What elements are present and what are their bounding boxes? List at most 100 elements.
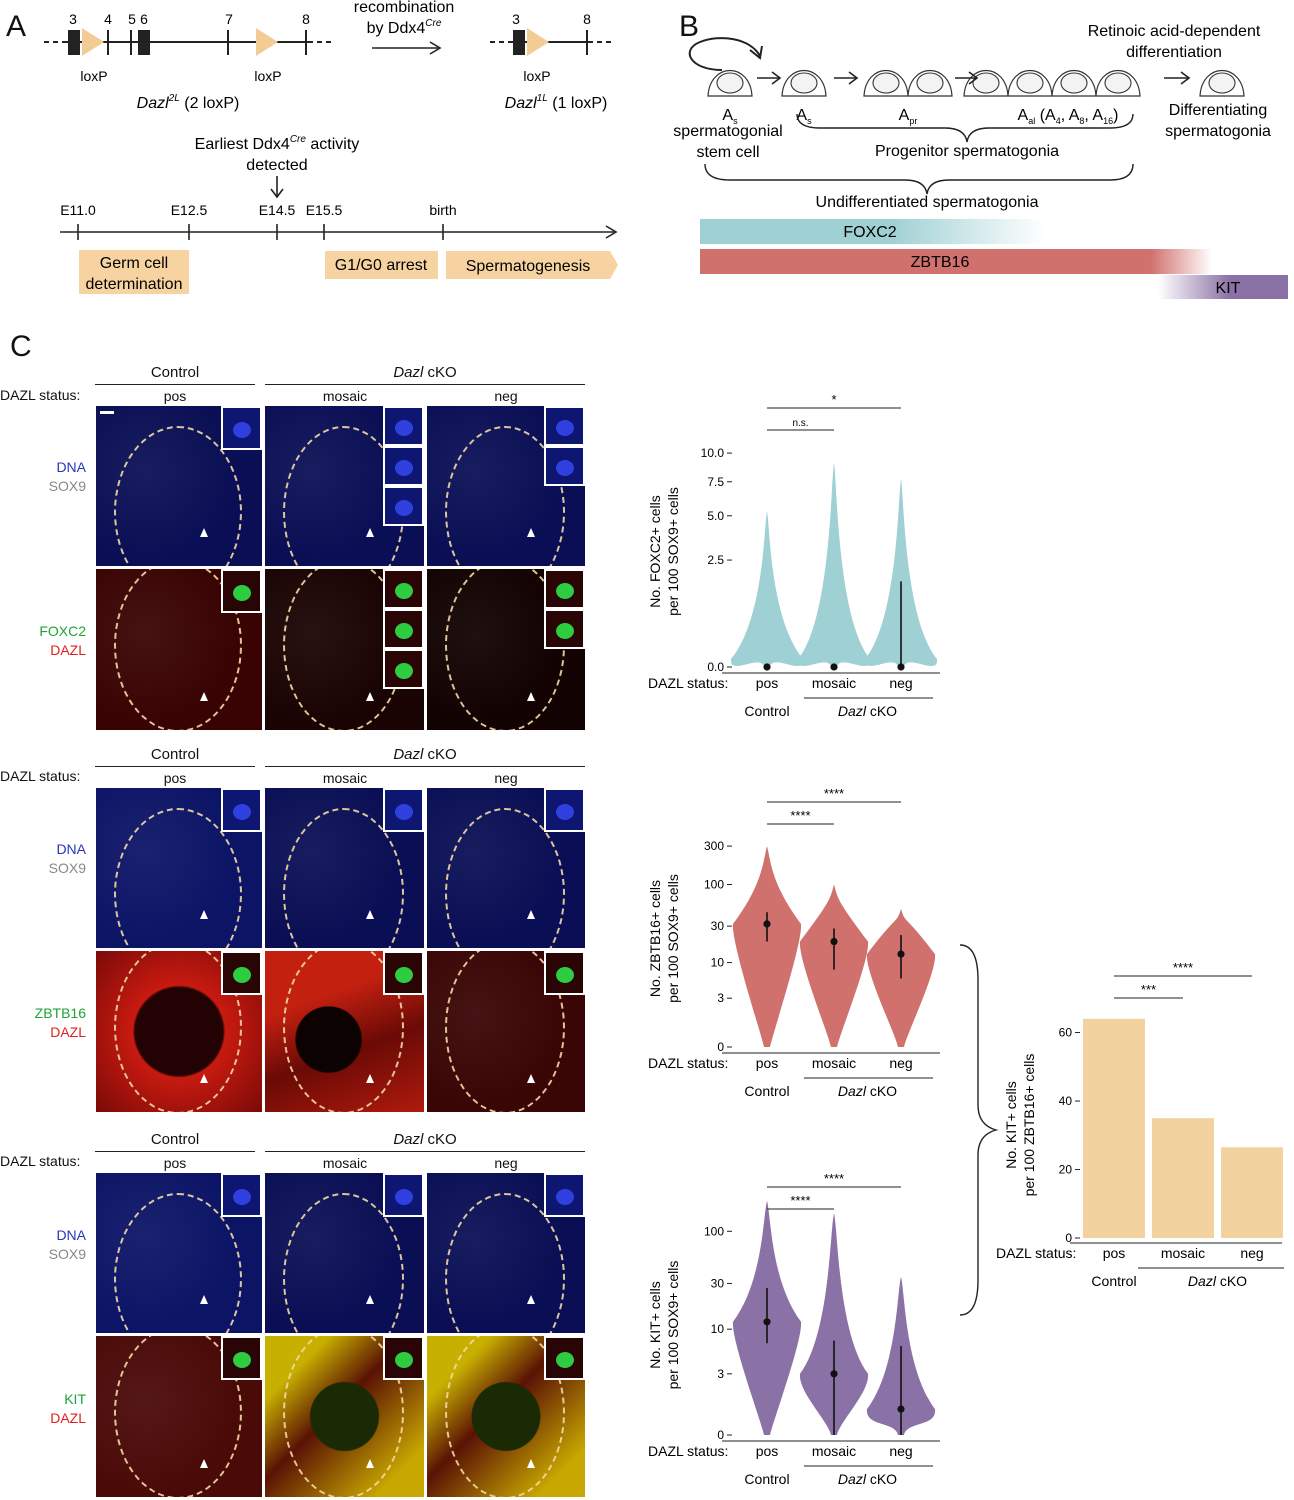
- exon-number: 4: [104, 11, 112, 27]
- tubule-outline: [283, 951, 404, 1112]
- group-label: Control: [744, 1471, 789, 1487]
- status-label: DAZL status:: [0, 768, 81, 784]
- box-germ-label: Germ cell: [100, 255, 168, 272]
- tubule-outline: [445, 426, 565, 566]
- y-axis-label: No. KIT+ cells: [1003, 1081, 1019, 1169]
- zoom-inset: [383, 406, 424, 446]
- status-mosaic: mosaic: [322, 1155, 368, 1171]
- y-tick-label: 0: [1065, 1231, 1072, 1245]
- zoom-inset: [544, 406, 585, 446]
- significance-label: ****: [824, 1171, 844, 1186]
- tubule-outline: [445, 1336, 565, 1497]
- cko-header: Dazl cKO: [393, 746, 457, 763]
- arrowhead-marker: [527, 692, 535, 701]
- status-axis-label: DAZL status:: [648, 675, 728, 691]
- tubule-outline: [445, 808, 565, 948]
- panel-letter-a: A: [6, 10, 27, 43]
- foxc2-violin-chart: 0.0 2.5 5.0 7.5 10.0 No. FOXC2+ cells per 100 …: [647, 392, 940, 719]
- dna-sox9-image: [426, 787, 586, 949]
- inset-nucleus: [233, 422, 251, 438]
- y-tick-label: 60: [1059, 1026, 1073, 1040]
- y-tick-label: 7.5: [707, 475, 724, 489]
- zoom-inset: [383, 788, 424, 832]
- zbtb16-bar-label: ZBTB16: [911, 254, 970, 271]
- significance-label: ****: [1173, 960, 1193, 975]
- cell-nucleus: [790, 72, 818, 94]
- control-underline: [95, 766, 255, 767]
- dna-sox9-image: [95, 1172, 263, 1334]
- median-dot: [897, 950, 905, 958]
- control-underline: [95, 384, 255, 385]
- box-arrest-label: G1/G0 arrest: [335, 257, 428, 274]
- exon-number: 5: [128, 11, 136, 27]
- status-pos: pos: [163, 770, 187, 786]
- y-tick-label: 0: [717, 1428, 724, 1442]
- box-spermatogenesis-label: Spermatogenesis: [466, 258, 591, 275]
- ssc-label: spermatogonial: [673, 123, 782, 140]
- timeline-tick-label: E15.5: [306, 202, 343, 218]
- exon-3: [513, 30, 525, 55]
- group-label: Dazl cKO: [838, 1471, 897, 1487]
- cko-header: Dazl cKO: [393, 364, 457, 381]
- arrowhead-marker: [365, 528, 374, 537]
- panel-b-lineage: Retinoic acid-dependent differentiation …: [673, 23, 1288, 299]
- significance-label: ****: [790, 1193, 810, 1208]
- progenitor-label: Progenitor spermatogonia: [875, 143, 1059, 160]
- inset-nucleus: [556, 583, 574, 599]
- curly-brace: [959, 944, 999, 1316]
- loxp-triangle: [527, 28, 549, 56]
- category-label: pos: [756, 1443, 779, 1459]
- y-tick-label: 0: [717, 1040, 724, 1054]
- y-tick-label: 3: [717, 991, 724, 1005]
- marker-dazl-image: [264, 950, 425, 1113]
- zoom-inset: [544, 609, 585, 649]
- control-header: Control: [150, 364, 200, 381]
- zoom-inset: [544, 788, 585, 832]
- tubule-outline: [445, 1193, 565, 1333]
- median-dot: [830, 663, 838, 671]
- violin-mosaic: [797, 462, 871, 667]
- inset-nucleus: [395, 1189, 413, 1205]
- exon-6: [138, 30, 150, 55]
- y-tick-label: 300: [704, 839, 724, 853]
- median-dot: [763, 1318, 771, 1326]
- violin-pos: [730, 511, 804, 667]
- group-label: Dazl cKO: [838, 703, 897, 719]
- stain-label: ZBTB16 DAZL: [34, 1005, 86, 1040]
- dna-sox9-image: [264, 787, 425, 949]
- marker-dazl-image: [95, 1335, 263, 1498]
- category-label: neg: [889, 675, 912, 691]
- status-neg: neg: [494, 388, 518, 404]
- y-tick-label: 30: [711, 919, 725, 933]
- arrowhead-marker: [527, 528, 535, 537]
- category-label: neg: [1240, 1245, 1263, 1261]
- category-label: mosaic: [812, 1055, 856, 1071]
- zoom-inset: [383, 446, 424, 486]
- group-label: Control: [744, 703, 789, 719]
- category-label: mosaic: [812, 675, 856, 691]
- group-label: Control: [744, 1083, 789, 1099]
- arrowhead-marker: [527, 1459, 535, 1468]
- marker-dazl-image: [426, 950, 586, 1113]
- tubule-outline: [445, 569, 565, 730]
- y-tick-label: 20: [1059, 1163, 1073, 1177]
- cell-nucleus: [1104, 72, 1132, 94]
- group-label: Dazl cKO: [838, 1083, 897, 1099]
- cell-nucleus: [916, 72, 944, 94]
- arrowhead: [771, 71, 782, 85]
- status-label: DAZL status:: [0, 1153, 81, 1169]
- allele-1l-label: Dazl1L (1 loxP): [505, 93, 608, 112]
- inset-nucleus: [556, 420, 574, 436]
- status-neg: neg: [494, 770, 518, 786]
- median-dot: [763, 920, 771, 928]
- dna-sox9-image: [426, 1172, 586, 1334]
- arrowhead-marker: [365, 1074, 374, 1083]
- inset-nucleus: [556, 967, 574, 983]
- y-axis-label: per 100 SOX9+ cells: [665, 487, 681, 616]
- status-axis-label: DAZL status:: [648, 1443, 728, 1459]
- recombination-label: recombination: [354, 0, 455, 16]
- inset-nucleus: [395, 967, 413, 983]
- marker-dazl-image: [264, 1335, 425, 1498]
- box-germ-cell: [79, 250, 189, 294]
